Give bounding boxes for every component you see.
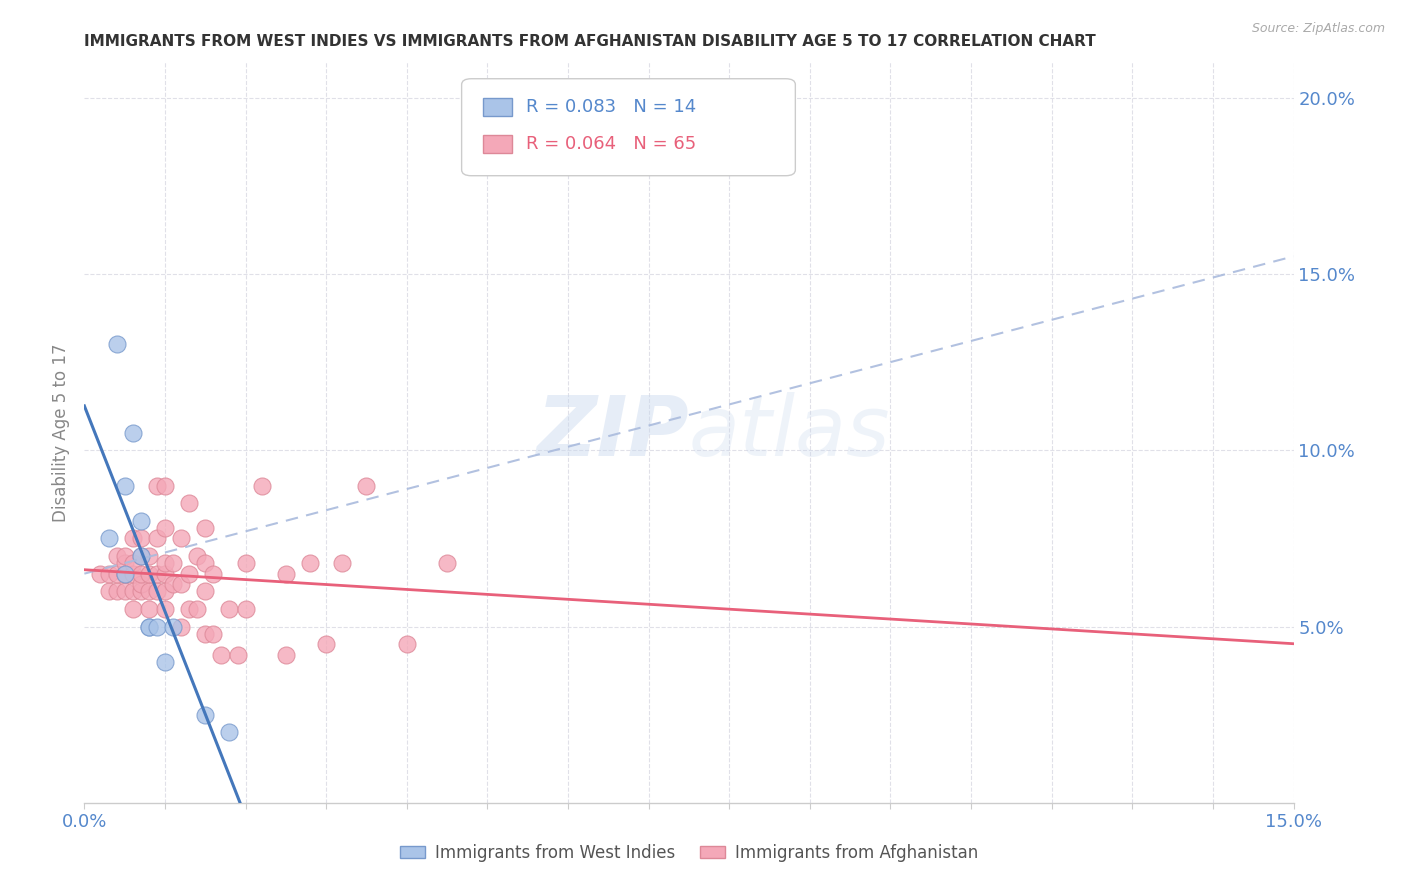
Point — [121, 556, 143, 570]
Point — [209, 648, 232, 662]
Point — [395, 637, 418, 651]
Point — [153, 566, 176, 581]
Point — [105, 337, 128, 351]
Point — [179, 602, 201, 616]
Y-axis label: Disability Age 5 to 17: Disability Age 5 to 17 — [52, 343, 70, 522]
Point — [179, 566, 201, 581]
Point — [356, 478, 378, 492]
Point — [146, 566, 169, 581]
Point — [179, 496, 201, 510]
Text: IMMIGRANTS FROM WEST INDIES VS IMMIGRANTS FROM AFGHANISTAN DISABILITY AGE 5 TO 1: IMMIGRANTS FROM WEST INDIES VS IMMIGRANT… — [84, 34, 1097, 49]
Point — [121, 566, 143, 581]
Point — [153, 584, 176, 599]
Point — [170, 619, 193, 633]
Point — [129, 549, 152, 563]
Point — [162, 556, 184, 570]
Point — [226, 648, 249, 662]
Point — [330, 556, 353, 570]
Point — [129, 566, 152, 581]
Point — [315, 637, 337, 651]
Legend: Immigrants from West Indies, Immigrants from Afghanistan: Immigrants from West Indies, Immigrants … — [394, 838, 984, 869]
Point — [121, 584, 143, 599]
Point — [129, 532, 152, 546]
Point — [274, 648, 297, 662]
Point — [138, 619, 160, 633]
Point — [235, 602, 257, 616]
Point — [218, 602, 240, 616]
Point — [299, 556, 322, 570]
Point — [194, 521, 217, 535]
Point — [105, 566, 128, 581]
Text: ZIP: ZIP — [536, 392, 689, 473]
FancyBboxPatch shape — [484, 98, 512, 116]
Point — [138, 619, 160, 633]
Point — [121, 425, 143, 440]
Point — [121, 532, 143, 546]
Point — [97, 584, 120, 599]
Point — [97, 532, 120, 546]
Point — [218, 725, 240, 739]
Point — [194, 584, 217, 599]
Point — [235, 556, 257, 570]
Point — [153, 556, 176, 570]
Point — [146, 532, 169, 546]
FancyBboxPatch shape — [484, 135, 512, 153]
Point — [138, 584, 160, 599]
Point — [153, 478, 176, 492]
Point — [274, 566, 297, 581]
Point — [202, 566, 225, 581]
Point — [162, 619, 184, 633]
Point — [105, 584, 128, 599]
Point — [146, 478, 169, 492]
Point — [250, 478, 273, 492]
Point — [194, 626, 217, 640]
Point — [186, 602, 208, 616]
Point — [129, 584, 152, 599]
Point — [138, 549, 160, 563]
Point — [129, 549, 152, 563]
Point — [146, 584, 169, 599]
Point — [153, 602, 176, 616]
Point — [162, 577, 184, 591]
Point — [114, 556, 136, 570]
Text: R = 0.083   N = 14: R = 0.083 N = 14 — [526, 98, 696, 116]
Point — [114, 584, 136, 599]
Point — [97, 566, 120, 581]
Point — [129, 514, 152, 528]
Point — [146, 619, 169, 633]
Point — [105, 549, 128, 563]
Point — [202, 626, 225, 640]
Point — [194, 556, 217, 570]
Point — [138, 566, 160, 581]
Point — [170, 577, 193, 591]
Point — [114, 566, 136, 581]
Point — [114, 549, 136, 563]
FancyBboxPatch shape — [461, 78, 796, 176]
Point — [138, 602, 160, 616]
Point — [436, 556, 458, 570]
Point — [170, 532, 193, 546]
Point — [194, 707, 217, 722]
Point — [114, 566, 136, 581]
Point — [121, 602, 143, 616]
Point — [114, 566, 136, 581]
Point — [89, 566, 111, 581]
Text: atlas: atlas — [689, 392, 890, 473]
Point — [114, 478, 136, 492]
Text: R = 0.064   N = 65: R = 0.064 N = 65 — [526, 135, 696, 153]
Point — [153, 655, 176, 669]
Point — [129, 577, 152, 591]
Point — [153, 521, 176, 535]
Text: Source: ZipAtlas.com: Source: ZipAtlas.com — [1251, 22, 1385, 36]
Point — [186, 549, 208, 563]
